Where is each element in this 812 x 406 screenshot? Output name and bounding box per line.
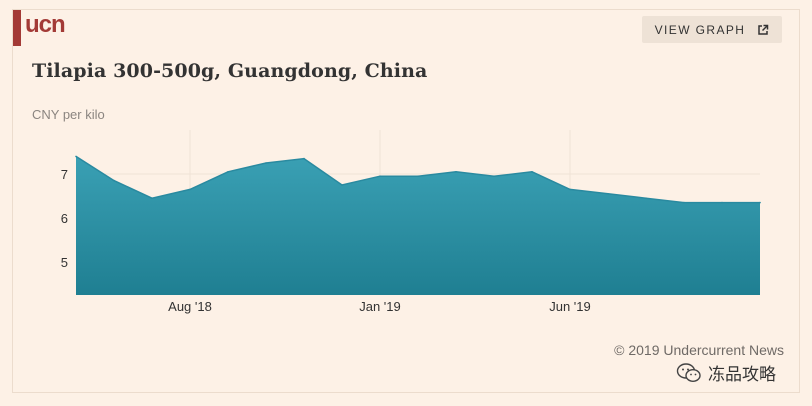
wechat-icon: [676, 362, 701, 382]
y-tick-label: 6: [61, 211, 68, 226]
logo-text: ucn: [25, 11, 66, 38]
view-graph-label: VIEW GRAPH: [654, 22, 746, 37]
data-point: [569, 188, 571, 191]
data-point: [759, 201, 761, 204]
data-point: [607, 193, 609, 195]
chart-title: Tilapia 300-500g, Guangdong, China: [32, 60, 428, 82]
data-point: [493, 175, 495, 177]
data-point: [645, 197, 647, 199]
series-area: [76, 156, 760, 295]
data-point: [303, 157, 305, 160]
data-point: [75, 155, 77, 158]
x-tick-label: Aug '18: [168, 299, 212, 314]
y-axis-ticks: 5 6 7: [61, 167, 68, 270]
data-point: [721, 201, 723, 204]
x-tick-label: Jun '19: [549, 299, 591, 314]
y-axis-label: CNY per kilo: [32, 107, 105, 122]
data-point: [417, 175, 419, 177]
data-point: [683, 201, 685, 204]
y-tick-label: 7: [61, 167, 68, 182]
data-point: [227, 171, 229, 173]
copyright-credit: © 2019 Undercurrent News: [614, 342, 784, 358]
y-tick-label: 5: [61, 255, 68, 270]
external-link-icon: [757, 24, 769, 36]
logo-bar: [13, 10, 21, 46]
data-point: [189, 188, 191, 191]
data-point: [455, 171, 457, 173]
data-point: [265, 162, 267, 164]
data-point: [341, 184, 343, 186]
data-point: [151, 197, 153, 199]
x-tick-label: Jan '19: [359, 299, 401, 314]
data-point: [531, 171, 533, 173]
watermark-label: 冻品攻略: [708, 365, 776, 385]
view-graph-button[interactable]: VIEW GRAPH: [642, 16, 782, 43]
data-point: [379, 175, 381, 177]
x-axis-ticks: Aug '18 Jan '19 Jun '19: [168, 299, 591, 314]
data-points: [75, 155, 761, 204]
ucn-logo[interactable]: ucn: [13, 10, 66, 46]
data-point: [113, 179, 115, 182]
wechat-watermark: 冻品攻略: [676, 360, 776, 385]
